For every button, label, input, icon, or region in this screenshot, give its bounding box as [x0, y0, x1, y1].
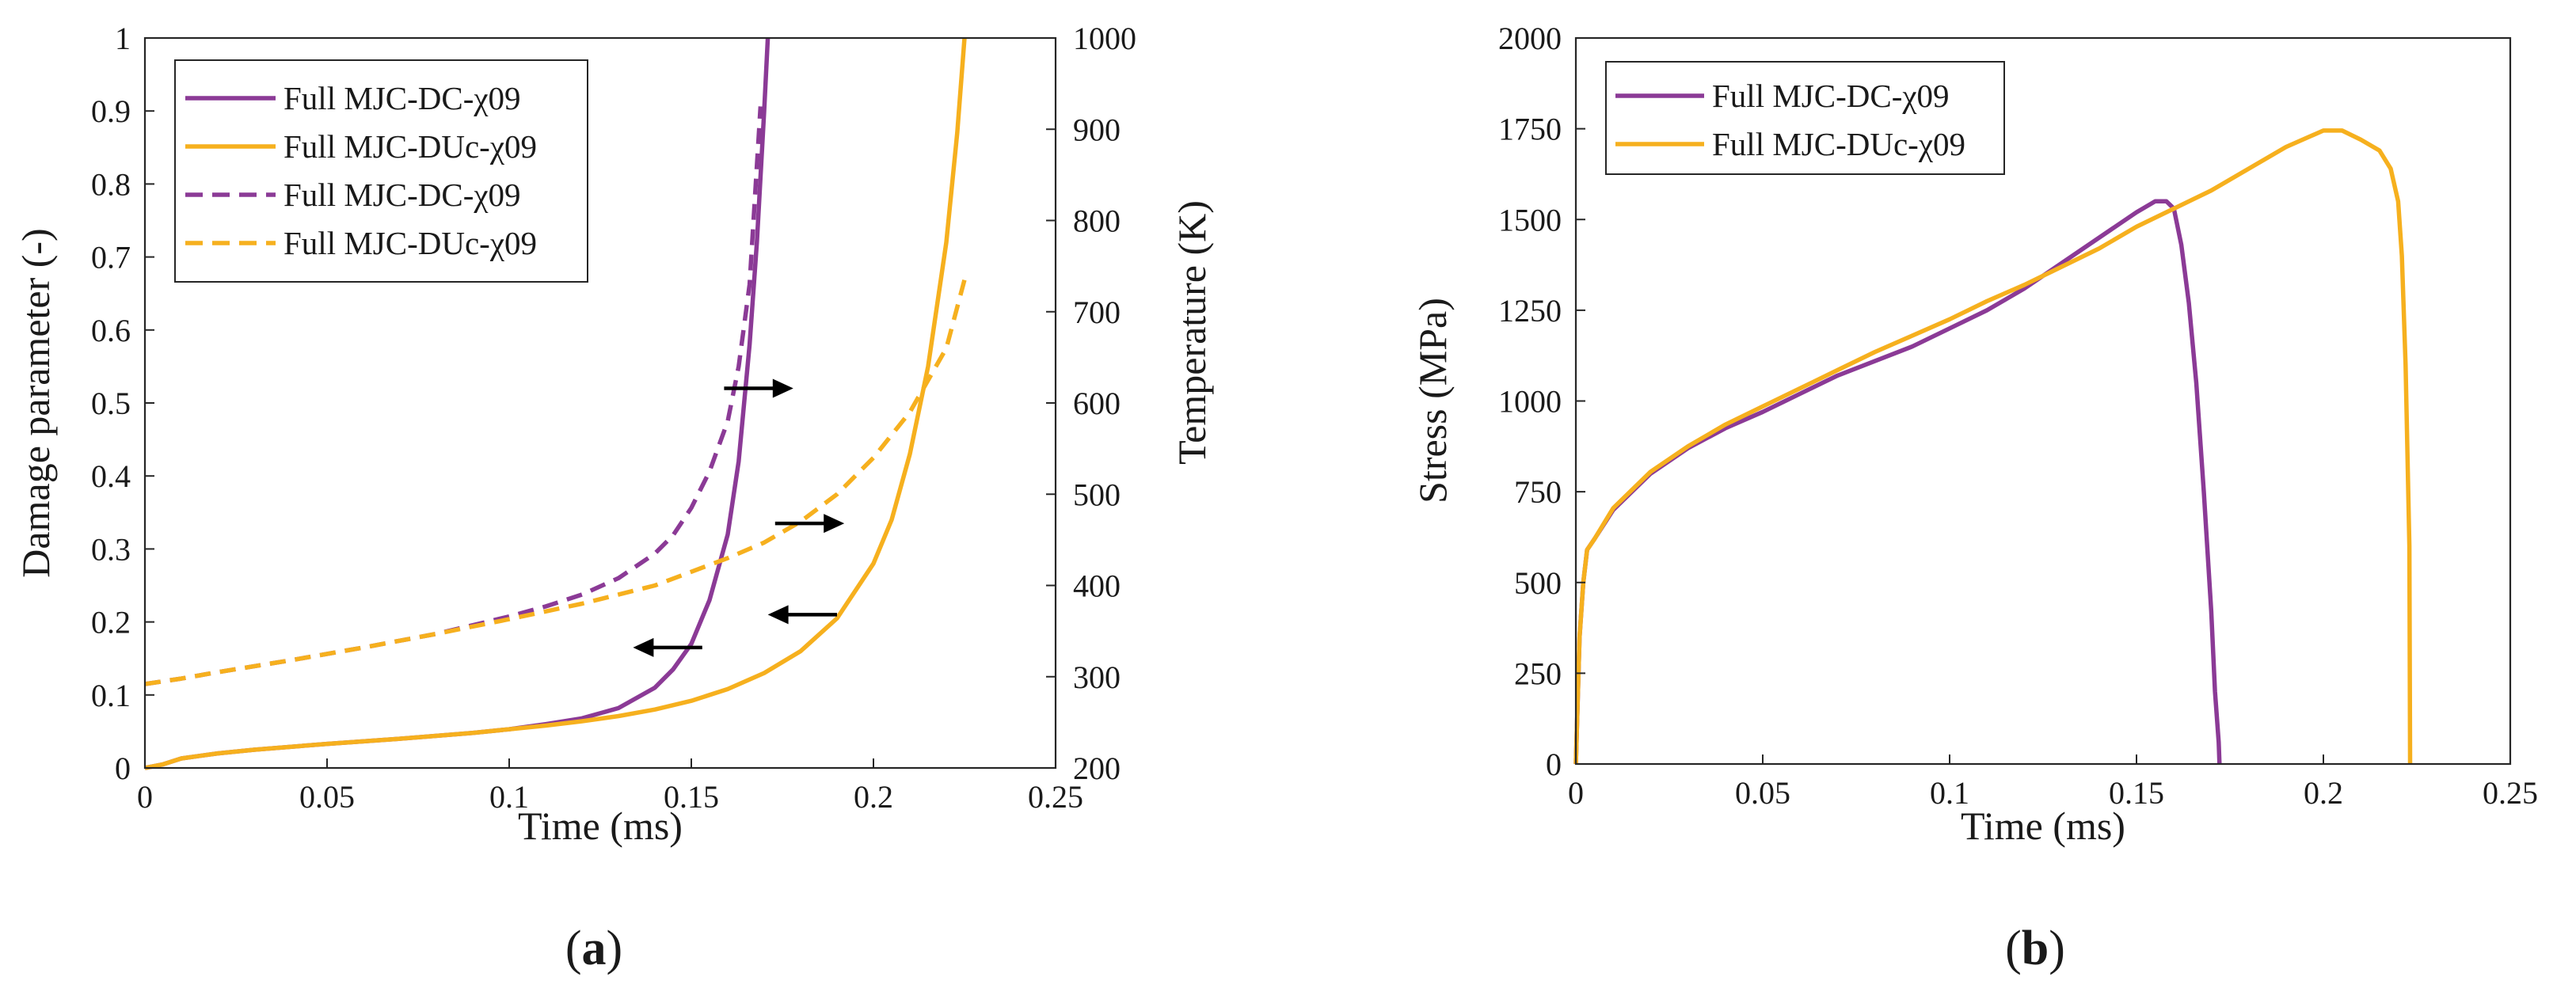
panel-b-marks	[1573, 128, 2413, 765]
panel-a-ytick-label: 0.3	[91, 531, 131, 567]
panel-a-xtick-label: 0.1	[489, 779, 529, 815]
panel-b-legend-box	[1605, 61, 2005, 175]
panel-b-ytick-label: 0	[1546, 747, 1562, 782]
panel-a-ytick-label: 1	[115, 21, 131, 56]
panel-a-ytick-label: 0	[115, 751, 131, 786]
panel-a-legend-entry-2: Full MJC-DUc-χ09	[283, 128, 537, 165]
panel-b-ytick-label: 1250	[1498, 293, 1562, 329]
panel-a-arrow-2-head	[824, 514, 845, 534]
panel-a-legend-entry-4: Full MJC-DUc-χ09	[283, 225, 537, 261]
panel-b-legend-entry-2: Full MJC-DUc-χ09	[1712, 126, 1965, 162]
panel-b-xtick-label: 0.25	[2483, 775, 2538, 811]
panel-a-ytick-label: 0.6	[91, 313, 131, 348]
panel-b-xtick-label: 0.15	[2109, 775, 2164, 811]
panel-b-ytick-label: 2000	[1498, 21, 1562, 56]
panel-b-xtick-label: 0	[1568, 775, 1584, 811]
panel-a-ytick-label: 0.8	[91, 166, 131, 202]
panel-a-xtick-label: 0.05	[299, 779, 355, 815]
panel-a-arrows	[633, 378, 845, 657]
panel-a-xlabel: Time (ms)	[518, 804, 683, 848]
panel-b-series-2-line	[1573, 128, 2413, 765]
panel-a-ytick-label: 0.1	[91, 678, 131, 713]
panel-a-y2tick-label: 1000	[1073, 21, 1136, 56]
panel-a-arrow-4-head	[633, 637, 654, 657]
panel-b-ytick-label: 250	[1514, 656, 1562, 691]
panel-a-arrow-3-head	[767, 605, 789, 625]
panel-b-ytick-label: 750	[1514, 474, 1562, 510]
panel-a-y2tick-label: 600	[1073, 386, 1121, 421]
panel-a-legend-entry-1: Full MJC-DC-χ09	[283, 80, 521, 116]
panel-a-xtick-label: 0.15	[664, 779, 719, 815]
panel-a-xtick-label: 0.25	[1028, 779, 1083, 815]
panel-b-series-1-line	[1573, 199, 2222, 765]
panel-a-series-4-line	[144, 279, 967, 686]
panel-a-y2tick-label: 500	[1073, 477, 1121, 512]
panel-a-y2tick-label: 300	[1073, 659, 1121, 695]
panel-a-y2tick-label: 400	[1073, 568, 1121, 604]
panel-a-y2tick-label: 200	[1073, 751, 1121, 786]
panel-a-ticks: 0 0.05 0.1 0.15 0.2 0.25 0 0.1 0.2 0.3 0.4 0.5 0.6 0.…	[91, 21, 1136, 815]
panel-a-marks	[144, 37, 967, 770]
panel-a-y2tick-label: 700	[1073, 295, 1121, 330]
panel-b-xtick-label: 0.05	[1735, 775, 1790, 811]
panel-b-label: (b)	[2005, 922, 2065, 975]
panel-b-ticks: 0 0.05 0.1 0.15 0.2 0.25 0 250 500 750 1000 1250 150…	[1498, 21, 2538, 811]
panel-b-ytick-label: 1750	[1498, 112, 1562, 147]
panel-a-y2label: Temperature (K)	[1170, 200, 1214, 465]
panel-a-ytick-label: 0.5	[91, 386, 131, 421]
panel-a-ylabel: Damage parameter (-)	[13, 228, 58, 577]
panel-a-ytick-label: 0.7	[91, 240, 131, 276]
panel-a-legend-entry-3: Full MJC-DC-χ09	[283, 177, 521, 213]
panel-b-ytick-label: 1500	[1498, 202, 1562, 238]
panel-a-ytick-label: 0.4	[91, 458, 131, 494]
panel-a-ytick-label: 0.9	[91, 93, 131, 129]
panel-b-legend: Full MJC-DC-χ09 Full MJC-DUc-χ09	[1605, 61, 2005, 175]
panel-a-ytick-label: 0.2	[91, 605, 131, 640]
panel-b-xlabel: Time (ms)	[1961, 804, 2125, 848]
panel-b-legend-entry-1: Full MJC-DC-χ09	[1712, 78, 1950, 114]
panel-a-label: (a)	[565, 922, 622, 975]
panel-a: 0 0.05 0.1 0.15 0.2 0.25 0 0.1 0.2 0.3 0.4 0.5 0.6 0.…	[13, 21, 1214, 975]
panel-a-legend: Full MJC-DC-χ09 Full MJC-DUc-χ09 Full MJ…	[174, 59, 588, 283]
panel-b-ytick-label: 500	[1514, 565, 1562, 601]
panel-a-xtick-label: 0	[137, 779, 153, 815]
panel-a-y2tick-label: 900	[1073, 112, 1121, 147]
panel-a-arrow-1-head	[772, 378, 793, 398]
panel-b-xtick-label: 0.2	[2304, 775, 2343, 811]
panel-a-xtick-label: 0.2	[854, 779, 893, 815]
panel-b-ytick-label: 1000	[1498, 384, 1562, 420]
panel-a-y2tick-label: 800	[1073, 203, 1121, 239]
panel-a-series-2-line	[144, 37, 967, 770]
panel-b-ylabel: Stress (MPa)	[1410, 298, 1455, 504]
panel-b-xtick-label: 0.1	[1930, 775, 1969, 811]
panel-b: 0 0.05 0.1 0.15 0.2 0.25 0 250 500 750 1000 1250 150…	[1410, 21, 2538, 975]
